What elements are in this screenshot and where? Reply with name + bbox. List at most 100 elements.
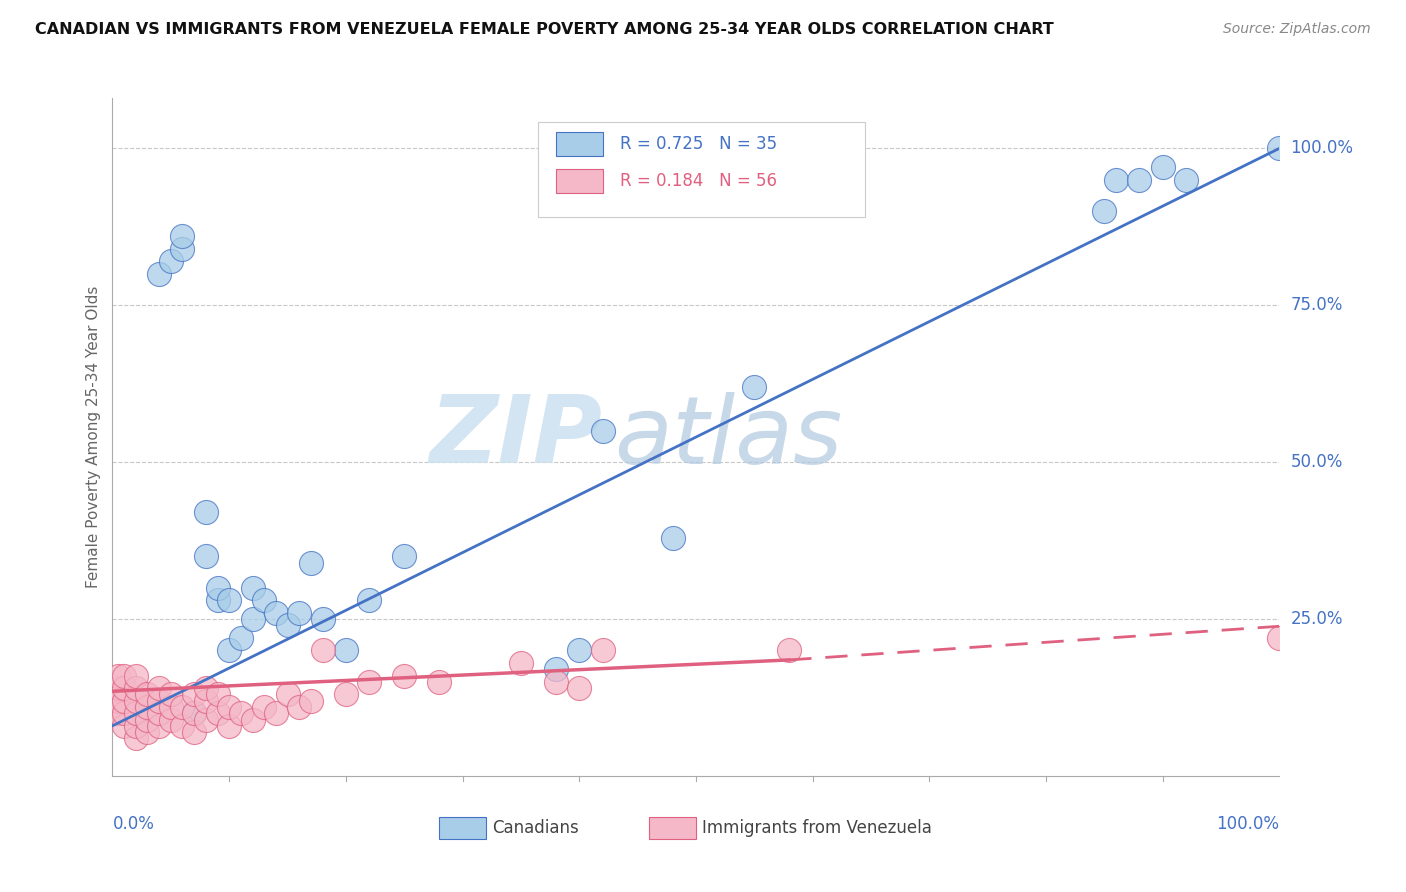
Point: [568, 681, 591, 695]
Point: [218, 643, 240, 657]
Point: [311, 643, 333, 657]
Point: [427, 674, 450, 689]
Text: 25.0%: 25.0%: [1291, 610, 1343, 628]
Point: [136, 725, 159, 739]
FancyBboxPatch shape: [650, 817, 696, 839]
Point: [125, 719, 148, 733]
Text: 0.0%: 0.0%: [112, 815, 155, 833]
Text: R = 0.184   N = 56: R = 0.184 N = 56: [620, 172, 778, 190]
Text: R = 0.725   N = 35: R = 0.725 N = 35: [620, 135, 778, 153]
Text: 100.0%: 100.0%: [1216, 815, 1279, 833]
Point: [172, 229, 194, 244]
Point: [229, 706, 252, 721]
Point: [1105, 172, 1128, 186]
Point: [107, 681, 129, 695]
Point: [112, 719, 135, 733]
Point: [183, 706, 205, 721]
Point: [288, 606, 311, 620]
Point: [194, 549, 217, 564]
Point: [148, 267, 170, 281]
Point: [276, 688, 298, 702]
Point: [778, 643, 800, 657]
Point: [1175, 172, 1198, 186]
Point: [242, 581, 264, 595]
Point: [218, 593, 240, 607]
Point: [194, 694, 217, 708]
Point: [1268, 631, 1291, 645]
Point: [229, 631, 252, 645]
FancyBboxPatch shape: [538, 122, 865, 217]
Point: [107, 706, 129, 721]
Point: [136, 713, 159, 727]
Point: [183, 688, 205, 702]
Point: [299, 556, 322, 570]
Point: [148, 694, 170, 708]
Point: [160, 688, 183, 702]
Point: [394, 549, 416, 564]
Point: [264, 606, 287, 620]
Point: [242, 612, 264, 626]
Text: 75.0%: 75.0%: [1291, 296, 1343, 314]
Point: [148, 681, 170, 695]
Point: [207, 581, 229, 595]
Text: ZIP: ZIP: [430, 391, 603, 483]
Point: [359, 593, 381, 607]
Point: [172, 719, 194, 733]
Point: [592, 643, 614, 657]
Point: [207, 593, 229, 607]
FancyBboxPatch shape: [555, 132, 603, 156]
Point: [276, 618, 298, 632]
Point: [172, 700, 194, 714]
Point: [160, 254, 183, 268]
Point: [125, 706, 148, 721]
Point: [112, 668, 135, 682]
Point: [1268, 141, 1291, 155]
Point: [288, 700, 311, 714]
Point: [194, 505, 217, 519]
Point: [125, 668, 148, 682]
Point: [544, 674, 567, 689]
Text: 50.0%: 50.0%: [1291, 453, 1343, 471]
Point: [359, 674, 381, 689]
Point: [1152, 160, 1174, 174]
Point: [218, 719, 240, 733]
Text: atlas: atlas: [614, 392, 842, 483]
Point: [744, 380, 766, 394]
Point: [335, 688, 357, 702]
Point: [160, 713, 183, 727]
Point: [207, 688, 229, 702]
Point: [183, 725, 205, 739]
Point: [112, 681, 135, 695]
Point: [242, 713, 264, 727]
Point: [172, 242, 194, 256]
Point: [194, 713, 217, 727]
Point: [661, 531, 683, 545]
FancyBboxPatch shape: [555, 169, 603, 193]
Point: [107, 694, 129, 708]
Point: [112, 694, 135, 708]
Point: [544, 662, 567, 676]
Point: [125, 706, 148, 721]
Point: [194, 681, 217, 695]
Point: [107, 668, 129, 682]
Point: [183, 706, 205, 721]
Point: [509, 656, 531, 670]
Point: [148, 719, 170, 733]
Point: [125, 731, 148, 746]
Point: [125, 694, 148, 708]
Point: [207, 706, 229, 721]
Text: Canadians: Canadians: [492, 819, 578, 838]
Point: [311, 612, 333, 626]
Point: [218, 700, 240, 714]
Point: [1128, 172, 1150, 186]
Point: [335, 643, 357, 657]
Point: [125, 681, 148, 695]
Point: [394, 668, 416, 682]
Point: [592, 424, 614, 438]
Y-axis label: Female Poverty Among 25-34 Year Olds: Female Poverty Among 25-34 Year Olds: [86, 286, 101, 588]
Point: [264, 706, 287, 721]
Point: [253, 593, 276, 607]
Point: [1094, 204, 1116, 219]
Point: [299, 694, 322, 708]
Point: [253, 700, 276, 714]
